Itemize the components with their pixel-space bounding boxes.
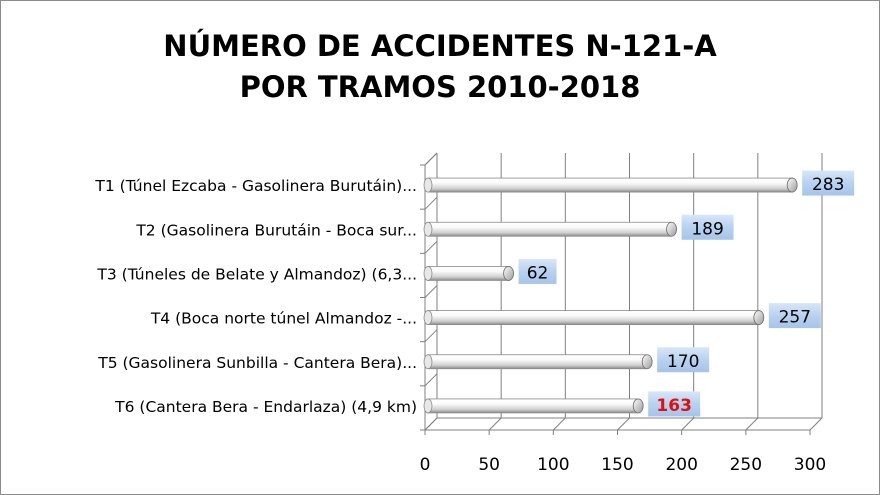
value-label: 163 [656,396,692,416]
value-label-box [802,170,855,196]
chart-title-line-2: POR TRAMOS 2010-2018 [239,70,641,104]
bar-start-cap [423,310,433,325]
x-tick-label: 300 [794,455,826,475]
value-label-box [681,214,734,240]
side-wall-divider [424,152,438,166]
bar-start-cap [423,221,433,237]
bar-end-cap [503,266,514,281]
value-label-box [648,391,701,417]
side-wall-divider [424,373,438,387]
floor-depth-line [488,417,502,431]
floor-depth-line [809,417,823,431]
x-tick-label: 50 [478,455,500,475]
bar-start-cap [423,398,433,414]
side-wall-divider [424,196,438,210]
bar-end-cap [786,177,798,193]
category-label: T1 (Túnel Ezcaba - Gasolinera Burutáin).… [94,177,417,195]
floor-depth-line [745,417,759,431]
bar [427,310,760,325]
bar-end-cap [641,354,653,370]
floor-depth-line [681,417,695,431]
value-label: 257 [779,308,811,328]
bar-start-cap [423,354,433,370]
grid-layer: 0 50 100 150 200 250 300 [420,152,826,475]
floor-depth-line [552,417,566,431]
x-tick-label: 250 [730,455,762,475]
x-tick-label: 0 [420,455,431,475]
bar-end-cap [753,310,765,325]
bar [427,266,509,281]
bar [427,177,793,193]
bar-start-cap [423,177,433,193]
category-label: T6 (Cantera Bera - Endarlaza) (4,9 km) [114,398,417,416]
value-label-box [768,303,821,329]
floor-depth-line [617,417,630,431]
x-tick-label: 200 [665,455,697,475]
side-wall-divider [424,329,438,343]
value-label: 170 [667,352,699,372]
side-wall-divider [424,240,438,254]
category-label: T4 (Boca norte túnel Almandoz -... [150,310,417,328]
bar [427,354,648,370]
bar [427,221,672,237]
bars-layer [423,177,798,414]
bar-start-cap [423,266,433,281]
x-tick-label: 100 [537,455,569,475]
chart-title-line-1: NÚMERO DE ACCIDENTES N-121-A [163,29,717,63]
bar-end-cap [666,221,677,237]
category-label: T3 (Túneles de Belate y Almandoz) (6,3..… [96,265,417,283]
value-label-box [518,258,557,284]
value-label: 189 [691,219,723,239]
side-wall-divider [424,285,438,298]
labels-layer: T1 (Túnel Ezcaba - Gasolinera Burutáin).… [94,170,855,417]
side-wall-divider [424,417,438,431]
bar [427,398,639,414]
value-label: 283 [812,175,844,195]
x-tick-label: 150 [601,455,633,475]
category-label: T2 (Gasolinera Burutáin - Boca sur... [135,221,417,239]
bar-end-cap [632,398,644,414]
value-label: 62 [527,263,549,283]
value-label-box [657,347,710,373]
category-label: T5 (Gasolinera Sunbilla - Cantera Bera).… [97,354,417,372]
chart-title: NÚMERO DE ACCIDENTES N-121-A POR TRAMOS … [0,26,880,108]
